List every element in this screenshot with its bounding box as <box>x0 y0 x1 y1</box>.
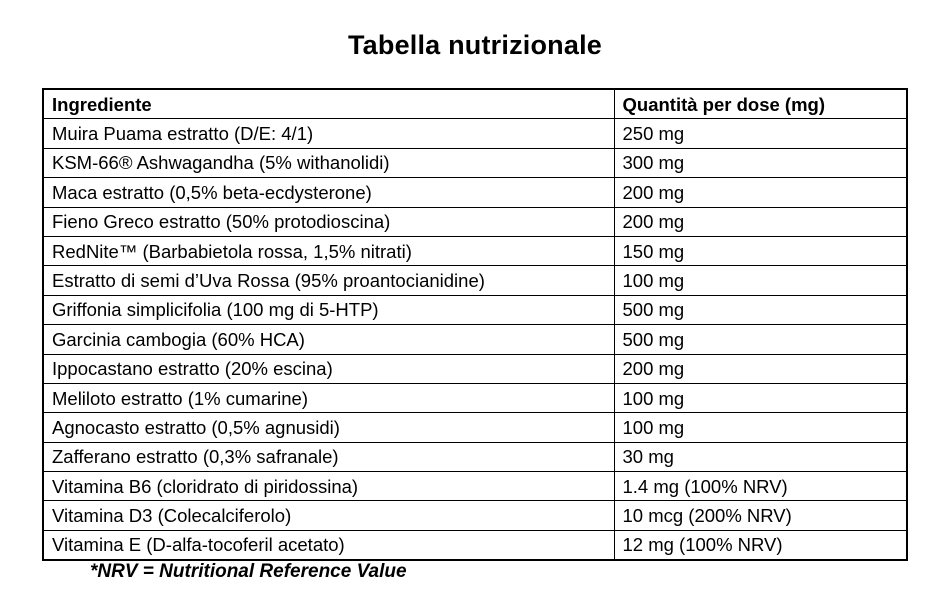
quantity-cell: 100 mg <box>613 412 908 443</box>
quantity-cell: 500 mg <box>613 324 908 355</box>
header-quantity: Quantità per dose (mg) <box>613 88 908 120</box>
ingredient-cell: Zafferano estratto (0,3% safranale) <box>42 441 615 473</box>
quantity-cell: 500 mg <box>613 294 908 326</box>
quantity-cell: 100 mg <box>613 265 908 296</box>
table-row: Vitamina E (D-alfa-tocoferil acetato) 12 … <box>42 529 908 561</box>
table-row: Agnocasto estratto (0,5% agnusidi) 100 mg <box>42 412 908 443</box>
quantity-cell: 300 mg <box>613 147 908 179</box>
table-row: Estratto di semi d’Uva Rossa (95% proant… <box>42 265 908 296</box>
quantity-cell: 200 mg <box>613 177 908 208</box>
table-row: Muira Puama estratto (D/E: 4/1) 250 mg <box>42 118 908 149</box>
quantity-cell: 200 mg <box>613 206 908 237</box>
page-title: Tabella nutrizionale <box>347 30 603 60</box>
table-row: Meliloto estratto (1% cumarine) 100 mg <box>42 382 908 414</box>
header-ingredient: Ingrediente <box>42 88 615 120</box>
ingredient-cell: Fieno Greco estratto (50% protodioscina) <box>42 206 615 237</box>
ingredient-cell: Agnocasto estratto (0,5% agnusidi) <box>42 412 615 443</box>
ingredient-cell: Muira Puama estratto (D/E: 4/1) <box>42 118 615 149</box>
quantity-cell: 1.4 mg (100% NRV) <box>613 471 908 502</box>
ingredient-cell: Ippocastano estratto (20% escina) <box>42 353 615 384</box>
ingredient-cell: Vitamina B6 (cloridrato di piridossina) <box>42 471 615 502</box>
table-body: Muira Puama estratto (D/E: 4/1) 250 mg KSM… <box>42 118 908 561</box>
ingredient-cell: Maca estratto (0,5% beta-ecdysterone) <box>42 177 615 208</box>
ingredient-cell: RedNite™ (Barbabietola rossa, 1,5% nitra… <box>42 235 615 267</box>
table-row: RedNite™ (Barbabietola rossa, 1,5% nitra… <box>42 235 908 267</box>
quantity-cell: 200 mg <box>613 353 908 384</box>
table-row: Vitamina B6 (cloridrato di piridossina) 1… <box>42 471 908 502</box>
ingredient-cell: Vitamina D3 (Colecalciferolo) <box>42 500 615 531</box>
table-row: Vitamina D3 (Colecalciferolo) 10 mcg (200… <box>42 500 908 531</box>
quantity-cell: 250 mg <box>613 118 908 149</box>
quantity-cell: 30 mg <box>613 441 908 473</box>
table-row: Maca estratto (0,5% beta-ecdysterone) 200… <box>42 177 908 208</box>
ingredient-cell: Meliloto estratto (1% cumarine) <box>42 382 615 414</box>
ingredient-cell: KSM-66® Ashwagandha (5% withanolidi) <box>42 147 615 179</box>
table-header-row: Ingrediente Quantità per dose (mg) <box>42 88 908 120</box>
quantity-cell: 10 mcg (200% NRV) <box>613 500 908 531</box>
table-row: Griffonia simplicifolia (100 mg di 5-HTP… <box>42 294 908 326</box>
quantity-cell: 100 mg <box>613 382 908 414</box>
ingredient-cell: Estratto di semi d’Uva Rossa (95% proant… <box>42 265 615 296</box>
nrv-footnote: *NRV = Nutritional Reference Value <box>90 561 407 582</box>
quantity-cell: 150 mg <box>613 235 908 267</box>
ingredient-cell: Vitamina E (D-alfa-tocoferil acetato) <box>42 529 615 561</box>
table-row: Zafferano estratto (0,3% safranale) 30 mg <box>42 441 908 473</box>
table-row: Garcinia cambogia (60% HCA) 500 mg <box>42 324 908 355</box>
table-row: KSM-66® Ashwagandha (5% withanolidi) 300 … <box>42 147 908 179</box>
table-row: Fieno Greco estratto (50% protodioscina)… <box>42 206 908 237</box>
nutrition-table: Ingrediente Quantità per dose (mg) Muira… <box>42 88 908 562</box>
ingredient-cell: Griffonia simplicifolia (100 mg di 5-HTP… <box>42 294 615 326</box>
ingredient-cell: Garcinia cambogia (60% HCA) <box>42 324 615 355</box>
quantity-cell: 12 mg (100% NRV) <box>613 529 908 561</box>
table-row: Ippocastano estratto (20% escina) 200 mg <box>42 353 908 384</box>
